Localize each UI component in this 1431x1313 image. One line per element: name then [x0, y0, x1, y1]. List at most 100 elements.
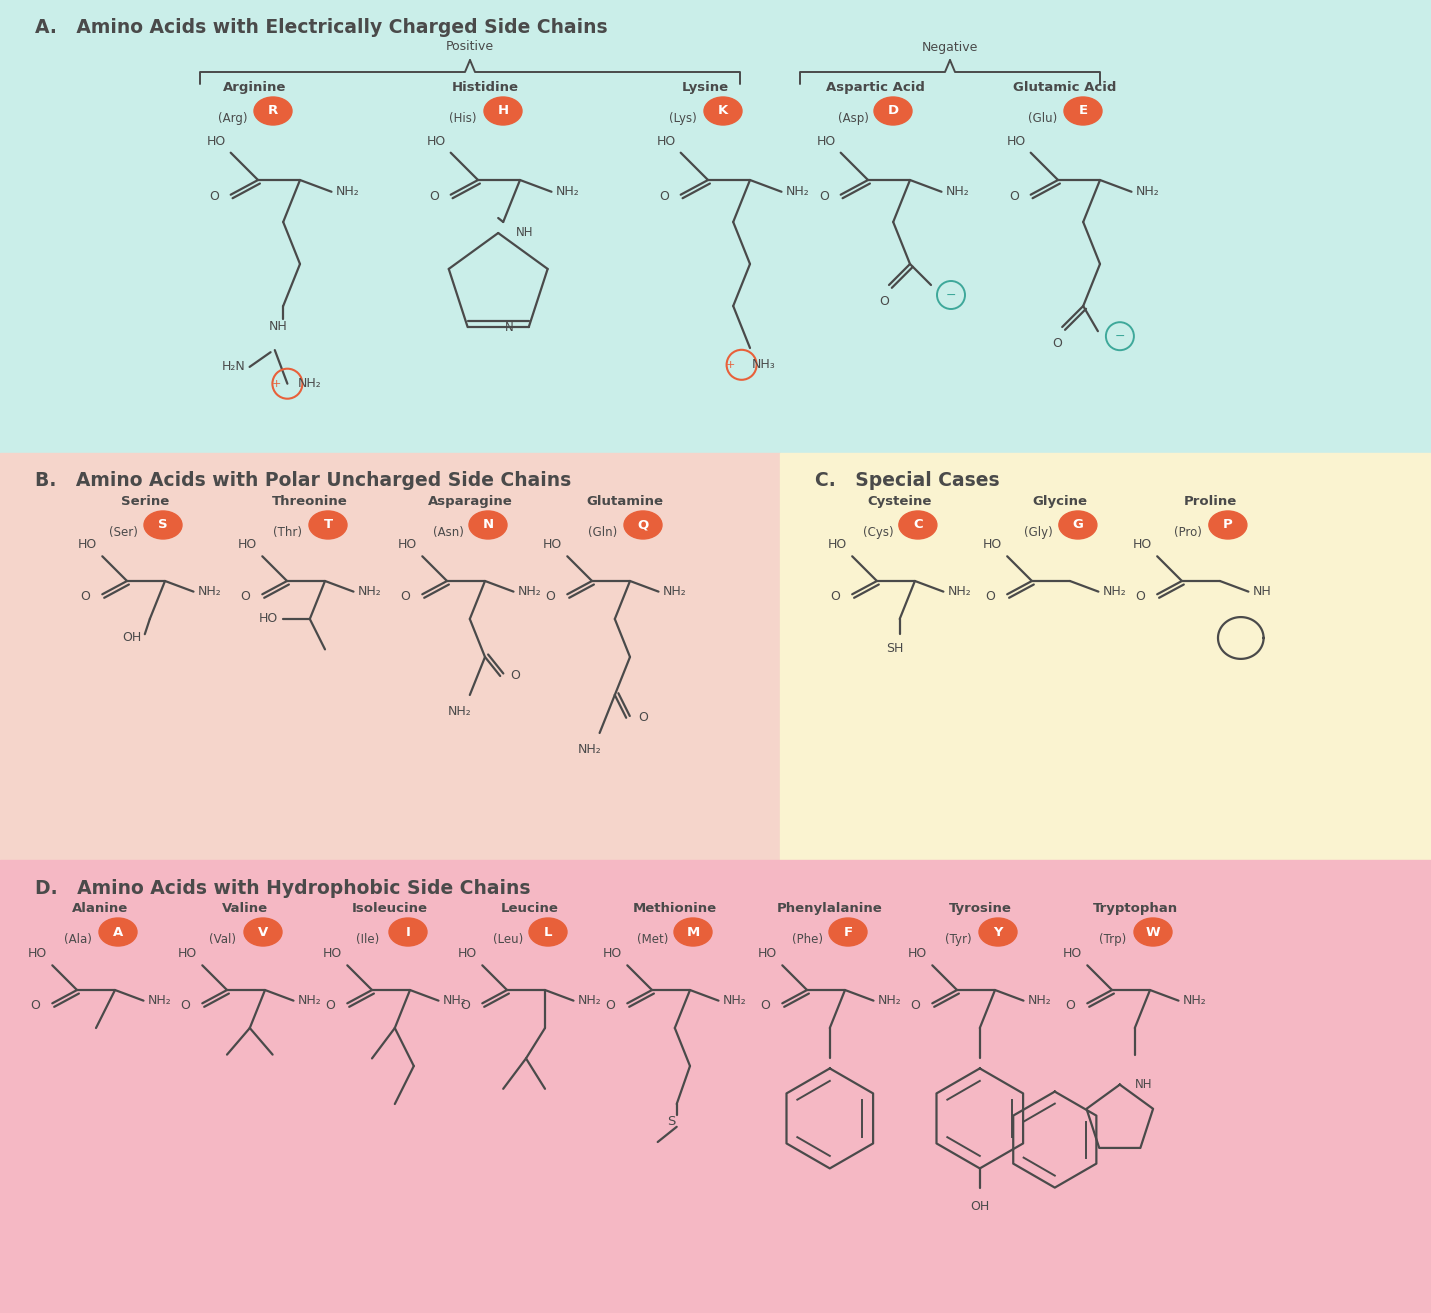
Text: HO: HO [983, 538, 1002, 551]
Text: HO: HO [657, 135, 675, 147]
Text: NH₃: NH₃ [753, 358, 776, 372]
Text: HO: HO [1006, 135, 1026, 147]
Text: (Gly): (Gly) [1023, 527, 1052, 538]
Text: Y: Y [993, 926, 1003, 939]
Text: NH₂: NH₂ [147, 994, 172, 1007]
Text: O: O [1052, 337, 1062, 351]
Text: O: O [830, 590, 840, 603]
Text: NH₂: NH₂ [723, 994, 746, 1007]
Text: L: L [544, 926, 552, 939]
Text: NH₂: NH₂ [197, 586, 222, 599]
Text: W: W [1146, 926, 1161, 939]
Text: NH₂: NH₂ [578, 743, 601, 756]
Text: (Thr): (Thr) [273, 527, 302, 538]
Text: C.   Special Cases: C. Special Cases [814, 471, 999, 491]
Text: NH₂: NH₂ [335, 185, 359, 198]
Text: (Tyr): (Tyr) [944, 934, 972, 945]
Ellipse shape [1209, 511, 1246, 538]
Text: O: O [511, 670, 519, 683]
Text: Cysteine: Cysteine [867, 495, 932, 508]
Text: −: − [946, 289, 956, 302]
Text: SH: SH [886, 642, 903, 655]
Text: H: H [498, 105, 508, 117]
Text: OH: OH [970, 1200, 989, 1213]
Text: HO: HO [458, 947, 478, 960]
Ellipse shape [704, 97, 743, 125]
Text: O: O [760, 999, 770, 1012]
Text: P: P [1224, 519, 1232, 532]
Text: Glutamine: Glutamine [587, 495, 664, 508]
Ellipse shape [1065, 97, 1102, 125]
Text: NH₂: NH₂ [298, 994, 321, 1007]
Text: Tyrosine: Tyrosine [949, 902, 1012, 915]
Text: NH₂: NH₂ [448, 705, 472, 718]
Text: NH₂: NH₂ [442, 994, 467, 1007]
Text: V: V [258, 926, 268, 939]
Text: NH₂: NH₂ [1182, 994, 1206, 1007]
Text: Negative: Negative [922, 41, 979, 54]
Text: +: + [272, 378, 280, 389]
Text: O: O [638, 712, 648, 725]
Ellipse shape [874, 97, 912, 125]
Text: O: O [1135, 590, 1145, 603]
Text: C: C [913, 519, 923, 532]
Text: O: O [605, 999, 615, 1012]
Text: (Cys): (Cys) [863, 527, 893, 538]
Text: Q: Q [637, 519, 648, 532]
Text: HO: HO [238, 538, 258, 551]
Text: HO: HO [206, 135, 226, 147]
Text: +: + [726, 360, 736, 370]
Ellipse shape [484, 97, 522, 125]
Text: K: K [718, 105, 728, 117]
Text: Histidine: Histidine [452, 81, 518, 95]
Text: (Gln): (Gln) [588, 527, 618, 538]
Text: (Ala): (Ala) [64, 934, 92, 945]
Ellipse shape [899, 511, 937, 538]
Text: B.   Amino Acids with Polar Uncharged Side Chains: B. Amino Acids with Polar Uncharged Side… [34, 471, 571, 491]
Text: (Pro): (Pro) [1173, 527, 1202, 538]
Text: HO: HO [1133, 538, 1152, 551]
Text: O: O [401, 590, 411, 603]
Text: HO: HO [323, 947, 342, 960]
Text: (Ser): (Ser) [109, 527, 137, 538]
Text: O: O [910, 999, 920, 1012]
Text: G: G [1072, 519, 1083, 532]
Text: O: O [180, 999, 190, 1012]
Text: S: S [667, 1115, 675, 1128]
Text: O: O [986, 590, 995, 603]
Ellipse shape [469, 511, 507, 538]
Text: O: O [80, 590, 90, 603]
Text: HO: HO [1063, 947, 1082, 960]
Text: NH₂: NH₂ [555, 185, 580, 198]
Ellipse shape [829, 918, 867, 945]
Text: E: E [1079, 105, 1088, 117]
Ellipse shape [99, 918, 137, 945]
Text: NH₂: NH₂ [298, 377, 322, 390]
Text: NH₂: NH₂ [947, 586, 972, 599]
Text: Isoleucine: Isoleucine [352, 902, 428, 915]
Text: (Asn): (Asn) [432, 527, 464, 538]
Text: −: − [1115, 330, 1125, 343]
Text: NH: NH [1252, 586, 1271, 599]
Text: Asparagine: Asparagine [428, 495, 512, 508]
Ellipse shape [145, 511, 182, 538]
Text: M: M [687, 926, 700, 939]
Text: Glycine: Glycine [1032, 495, 1088, 508]
Text: Alanine: Alanine [72, 902, 129, 915]
Text: O: O [429, 190, 439, 204]
Text: R: R [268, 105, 278, 117]
Text: O: O [209, 190, 219, 204]
Text: O: O [819, 190, 829, 204]
Ellipse shape [389, 918, 426, 945]
Text: I: I [405, 926, 411, 939]
Text: A: A [113, 926, 123, 939]
Text: O: O [325, 999, 335, 1012]
Text: Glutamic Acid: Glutamic Acid [1013, 81, 1116, 95]
Text: (Glu): (Glu) [1029, 112, 1058, 125]
Text: NH: NH [1135, 1078, 1152, 1091]
Text: (Trp): (Trp) [1099, 934, 1126, 945]
Text: (His): (His) [449, 112, 477, 125]
Text: N: N [482, 519, 494, 532]
Text: Threonine: Threonine [272, 495, 348, 508]
Text: O: O [30, 999, 40, 1012]
